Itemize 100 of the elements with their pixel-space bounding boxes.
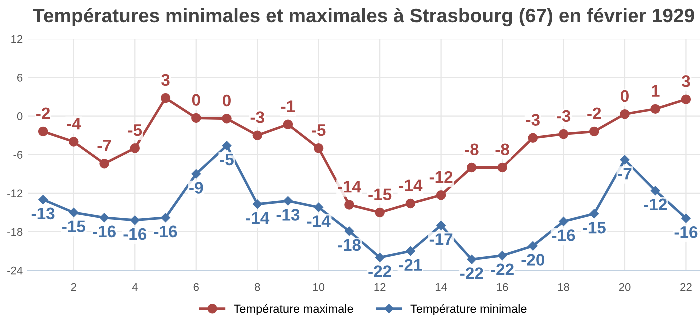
- data-label: -18: [338, 239, 361, 252]
- point: [528, 133, 538, 143]
- point: [314, 144, 324, 154]
- y-tick-label: 12: [12, 35, 23, 44]
- point: [558, 129, 569, 140]
- data-label: 3: [682, 76, 690, 88]
- data-label: -14: [246, 212, 270, 224]
- point: [222, 114, 232, 124]
- y-tick-label: 6: [18, 74, 23, 82]
- data-label: -15: [368, 188, 392, 201]
- data-label: 3: [162, 74, 170, 86]
- point: [38, 195, 48, 204]
- point: [160, 93, 171, 104]
- point: [682, 214, 691, 224]
- x-tick-label: 8: [255, 283, 260, 292]
- point: [252, 200, 262, 209]
- data-label: -3: [250, 112, 264, 124]
- data-label: 0: [223, 94, 231, 107]
- data-label: -5: [220, 154, 234, 166]
- point: [283, 120, 294, 130]
- point: [344, 200, 354, 210]
- x-tick-label: 20: [619, 283, 631, 292]
- data-label: -8: [496, 144, 510, 156]
- x-tick-label: 22: [680, 283, 692, 292]
- data-label: -9: [190, 182, 204, 194]
- data-label: -22: [460, 268, 484, 280]
- point: [161, 213, 170, 222]
- x-tick-label: 16: [497, 283, 508, 292]
- data-label: -16: [154, 226, 178, 238]
- data-label: -2: [36, 108, 50, 120]
- point: [222, 141, 232, 150]
- point: [620, 109, 630, 120]
- data-label: -8: [465, 144, 479, 156]
- point: [650, 104, 660, 114]
- y-tick-label: -12: [8, 190, 23, 198]
- data-label: -1: [281, 100, 296, 112]
- x-tick-label: 2: [71, 283, 76, 292]
- x-tick-label: 4: [132, 283, 138, 292]
- point: [681, 94, 692, 104]
- point: [192, 113, 202, 124]
- point: [650, 186, 660, 196]
- data-label: -16: [124, 228, 147, 240]
- y-tick-label: -6: [14, 151, 23, 159]
- data-label: -16: [674, 226, 698, 238]
- point: [100, 158, 110, 169]
- point: [130, 144, 140, 154]
- point: [38, 126, 48, 137]
- data-label: -7: [98, 140, 112, 152]
- data-label: 0: [192, 94, 200, 106]
- point: [406, 246, 416, 256]
- data-label: -5: [128, 124, 142, 136]
- point: [559, 217, 568, 226]
- point: [590, 209, 599, 219]
- point: [130, 216, 140, 226]
- data-label: -17: [430, 234, 453, 246]
- data-label: -20: [522, 254, 545, 266]
- data-label: -4: [67, 118, 82, 130]
- point: [314, 202, 324, 212]
- point: [69, 208, 79, 218]
- point: [344, 226, 354, 236]
- point: [498, 162, 508, 173]
- point: [467, 162, 477, 173]
- point: [406, 198, 416, 209]
- point: [69, 137, 79, 147]
- point: [498, 251, 508, 260]
- point: [620, 155, 630, 165]
- data-label: -14: [338, 181, 362, 193]
- y-tick-label: 0: [17, 112, 23, 120]
- point: [436, 190, 446, 200]
- data-label: -16: [93, 226, 116, 238]
- x-tick-label: 10: [314, 283, 325, 292]
- point: [467, 255, 477, 264]
- data-label: -16: [552, 230, 576, 242]
- chart-title: Températures minimales et maximales à Strasbourg (67) en février 1929: [33, 8, 694, 27]
- data-label: -21: [399, 259, 422, 271]
- data-label: -13: [32, 208, 55, 220]
- legend-label: Température maximale: [234, 304, 354, 316]
- data-label: -5: [312, 124, 326, 136]
- data-label: -22: [368, 266, 392, 278]
- x-tick-label: 12: [374, 283, 386, 292]
- data-label: -2: [588, 108, 602, 120]
- data-label: -15: [62, 220, 86, 232]
- point: [284, 196, 293, 206]
- x-tick-label: 14: [436, 283, 448, 292]
- data-label: 1: [652, 85, 660, 97]
- data-label: -12: [430, 171, 453, 183]
- data-label: 0: [621, 90, 629, 102]
- y-tick-label: -24: [8, 266, 23, 275]
- data-label: -14: [399, 180, 423, 192]
- data-label: -3: [557, 110, 571, 122]
- point: [528, 242, 538, 251]
- legend-label: Température minimale: [410, 304, 527, 316]
- point: [436, 220, 446, 230]
- data-label: -15: [582, 222, 606, 234]
- point: [375, 208, 385, 218]
- point: [192, 170, 202, 179]
- data-label: -3: [526, 114, 540, 126]
- x-tick-label: 18: [558, 283, 570, 292]
- point: [252, 130, 262, 140]
- data-label: -12: [644, 198, 667, 210]
